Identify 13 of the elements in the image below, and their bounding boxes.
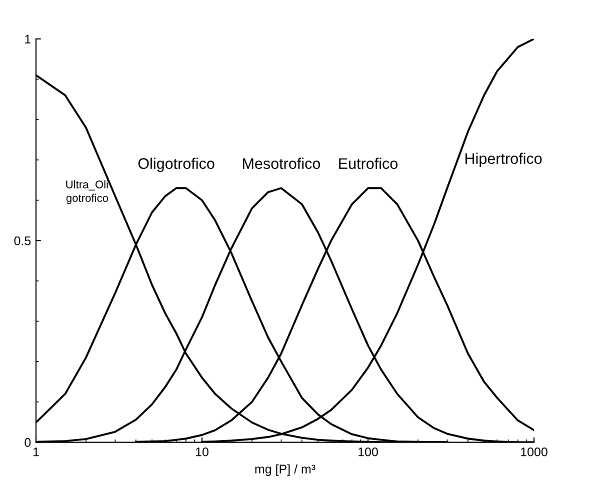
x-tick-label: 100	[358, 447, 378, 456]
series-label: Hipertrofico	[465, 152, 542, 168]
y-tick-label: 0.5	[14, 236, 31, 246]
x-tick-label: 1	[33, 448, 39, 456]
series-label: Ultra_Oli gotrofico	[66, 180, 108, 204]
series-label: Eutrofico	[339, 158, 398, 169]
x-tick-label: 10	[196, 447, 208, 456]
x-tick-label: 1000	[521, 447, 548, 456]
y-tick-label: 1	[25, 34, 31, 44]
x-axis-title: mg [P] / m³	[255, 464, 316, 476]
y-tick-label: 0	[24, 438, 31, 447]
series-label: Mesotrofico	[242, 158, 320, 169]
series-label: Oligotrofico	[138, 158, 214, 172]
